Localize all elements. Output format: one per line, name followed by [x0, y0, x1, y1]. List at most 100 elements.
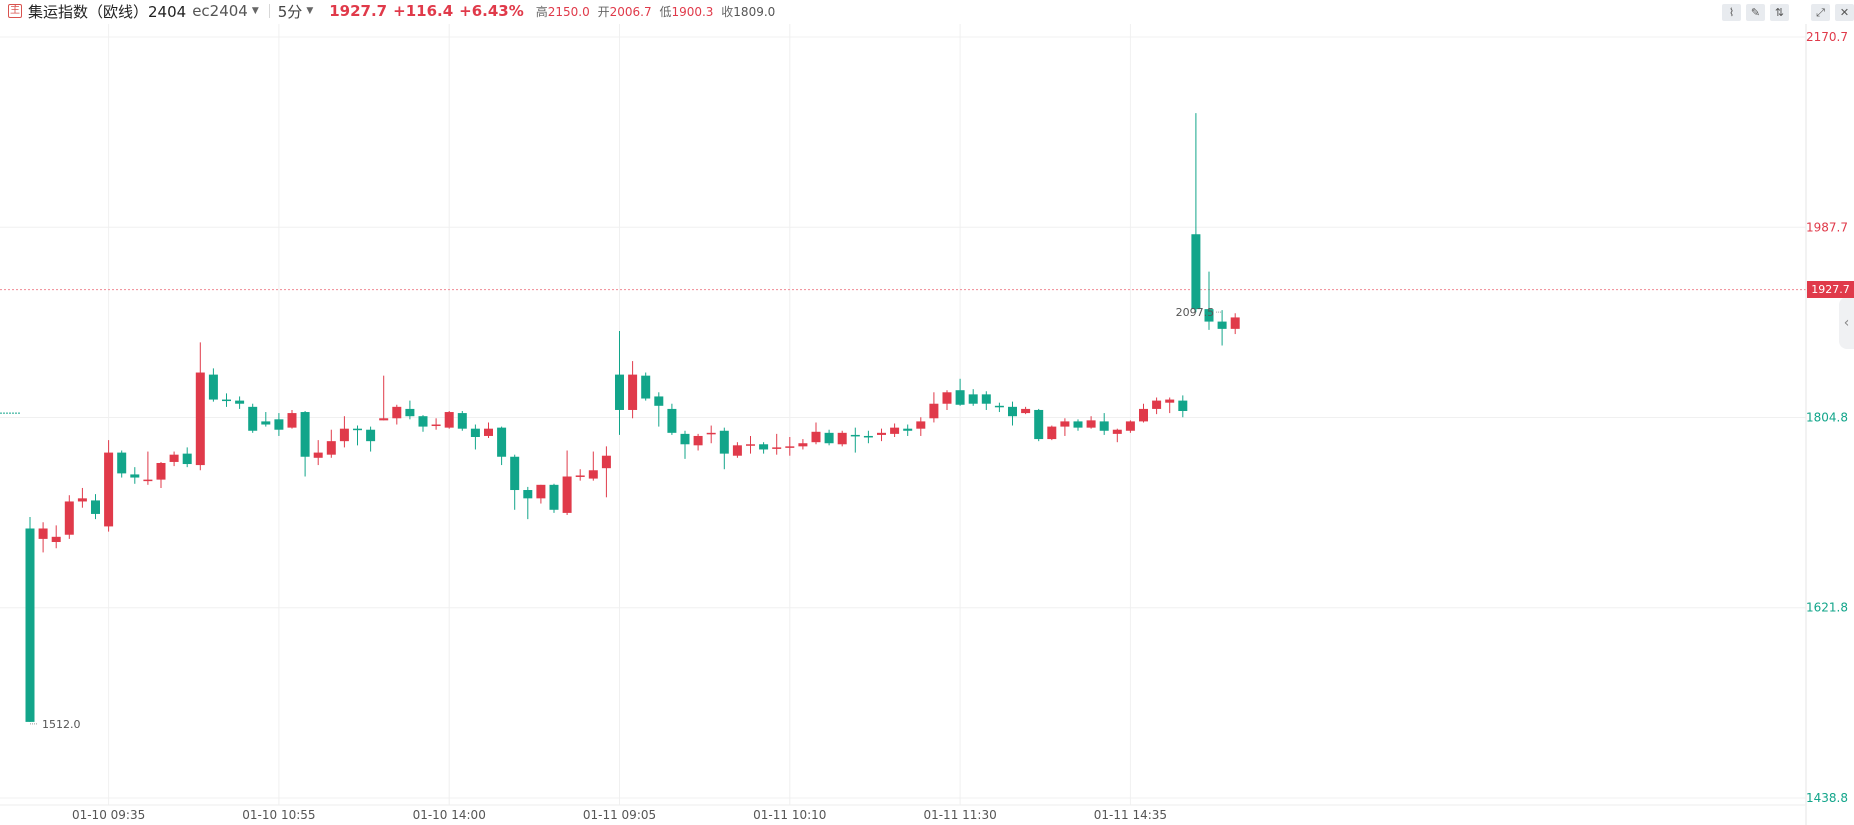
candle-body — [287, 413, 297, 428]
candle — [536, 484, 546, 504]
candle — [811, 422, 821, 445]
draw-icon[interactable]: ✎ — [1746, 4, 1765, 21]
expand-icon[interactable]: ⤢ — [1811, 4, 1830, 21]
candle-body — [1112, 429, 1122, 434]
x-tick-label: 01-11 09:05 — [583, 808, 656, 822]
candle — [457, 411, 467, 431]
candle-body — [38, 528, 48, 539]
chevron-down-icon[interactable]: ▼ — [251, 6, 259, 16]
x-tick-label: 01-10 10:55 — [242, 808, 315, 822]
candle — [300, 411, 310, 477]
candle — [235, 396, 245, 409]
candle — [628, 361, 638, 419]
candle — [1125, 420, 1135, 433]
candle-body — [863, 435, 873, 438]
candle — [1191, 113, 1201, 313]
candle — [261, 412, 271, 427]
candle-body — [248, 406, 258, 431]
candle-body — [261, 421, 271, 425]
candle-body — [235, 400, 245, 404]
candle-body — [667, 408, 677, 433]
candle — [523, 486, 533, 520]
y-tick-label: 1621.8 — [1806, 601, 1848, 615]
side-panel-toggle[interactable]: ‹ — [1839, 297, 1854, 349]
candle-body — [195, 372, 205, 466]
candle-body — [628, 374, 638, 410]
candle — [195, 342, 205, 471]
candle-body — [523, 490, 533, 499]
period-selector[interactable]: 5分 — [277, 2, 303, 21]
candle-body — [772, 447, 782, 449]
candle-body — [25, 528, 35, 722]
candle-body — [130, 474, 140, 478]
candle — [1230, 313, 1240, 335]
candle — [994, 402, 1004, 413]
candle-body — [732, 445, 742, 456]
candle-body — [549, 484, 559, 510]
candle-body — [1008, 406, 1017, 417]
low-label: 低 — [659, 4, 672, 19]
candle-body — [1191, 234, 1201, 310]
candle-body — [706, 432, 716, 435]
candle-body — [693, 435, 703, 446]
candle-body — [955, 390, 965, 405]
candle — [1034, 408, 1044, 442]
candle-body — [431, 424, 441, 427]
candle-body — [746, 444, 755, 446]
candle — [248, 403, 258, 433]
close-value: 1809.0 — [733, 4, 776, 19]
candle — [418, 415, 428, 432]
candle-body — [222, 399, 231, 402]
candle — [130, 467, 140, 484]
line-style-icon[interactable]: ⌇ — [1722, 4, 1741, 21]
candle — [955, 378, 965, 406]
high-value: 2150.0 — [547, 4, 590, 19]
candle — [903, 424, 913, 436]
last-price: 1927.7 — [329, 2, 388, 20]
candle-body — [366, 429, 376, 442]
x-tick-label: 01-11 14:35 — [1094, 808, 1167, 822]
quote-header: 主 集运指数（欧线）2404 ec2404 ▼ 5分 ▼ 1927.7 +116… — [0, 0, 1854, 22]
candle — [208, 368, 218, 402]
candle — [877, 428, 886, 442]
candle — [837, 430, 847, 447]
period-chevron-down-icon[interactable]: ▼ — [306, 6, 314, 16]
candle — [339, 416, 349, 448]
candles — [25, 113, 1240, 722]
candle — [1112, 428, 1122, 443]
candle — [353, 425, 362, 446]
candle — [497, 426, 507, 466]
candle-body — [615, 374, 624, 410]
candle — [562, 450, 572, 515]
candle-body — [484, 428, 493, 436]
candle — [274, 413, 284, 436]
candle — [25, 517, 35, 722]
candle-body — [850, 434, 860, 437]
candle-body — [1152, 400, 1162, 409]
candle-body — [1060, 421, 1070, 427]
candle — [470, 424, 480, 450]
candle-body — [641, 375, 651, 399]
contract-logo-icon: 主 — [8, 4, 22, 18]
close-icon[interactable]: ✕ — [1835, 4, 1854, 21]
candle — [77, 487, 87, 508]
price-change-percent: +6.43% — [459, 2, 524, 20]
candle — [156, 461, 166, 488]
compare-icon[interactable]: ⇅ — [1770, 4, 1789, 21]
candle-body — [601, 455, 611, 469]
max-price-label: 2097.5 — [1176, 306, 1215, 319]
min-price-label: 1512.0 — [42, 718, 81, 731]
contract-code[interactable]: ec2404 — [192, 2, 248, 20]
open-label: 开 — [597, 4, 610, 19]
candle-body — [903, 428, 913, 431]
candle — [392, 404, 402, 425]
contract-title: 集运指数（欧线）2404 — [28, 2, 187, 21]
candle-body — [536, 484, 546, 499]
candle-body — [91, 500, 100, 514]
candle-body — [418, 416, 428, 427]
candle-body — [104, 452, 114, 527]
candle — [601, 446, 611, 498]
chart-toolbar: ⌇ ✎ ⇅ ⤢ ✕ — [1722, 4, 1854, 21]
candle-body — [300, 412, 310, 457]
